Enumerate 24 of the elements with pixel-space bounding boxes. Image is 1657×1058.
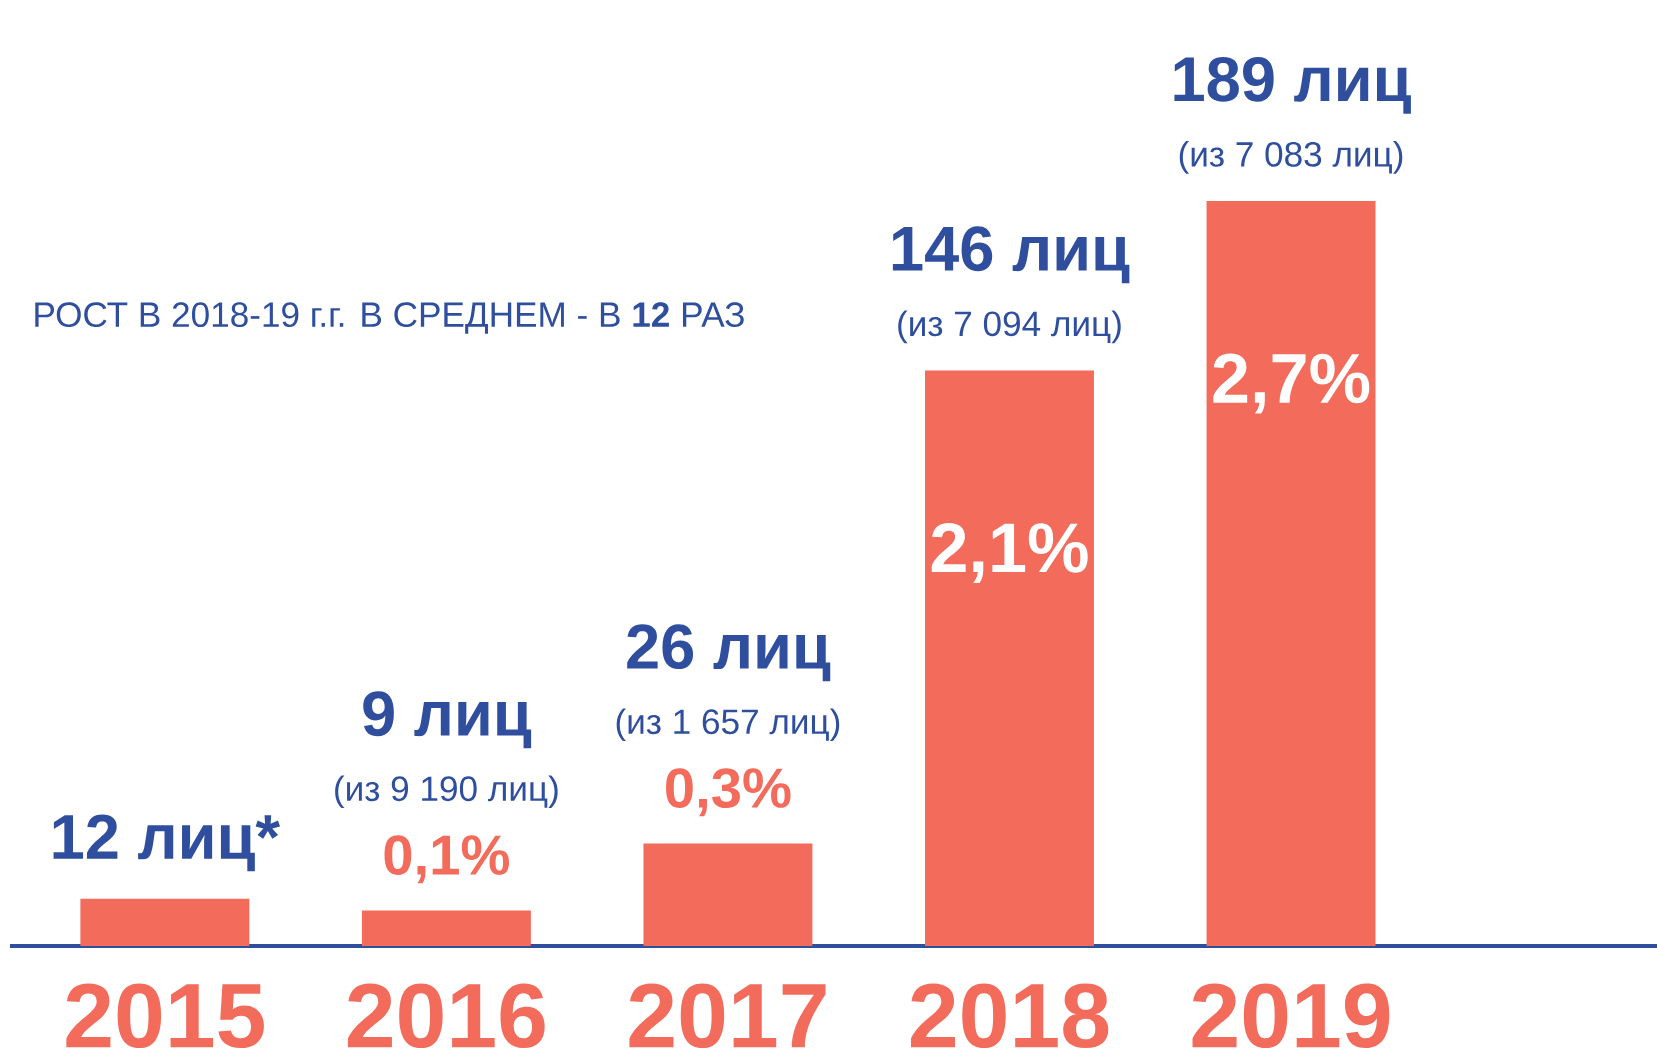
annotation: (из 7 083 лиц) [1179,140,1403,174]
bar [1206,201,1376,947]
x-tick-label: 2016 [347,983,545,1049]
data-label: 189 лиц [1174,56,1411,114]
bar [925,370,1094,947]
bar [643,843,813,947]
text: РОСТ В 2018-19 г.г. В СРЕДНЕМ - В 12 РАЗ [35,302,744,334]
data-label: 12 лиц* [53,814,281,872]
annotation: 0,1% [384,835,509,884]
annotation: (из 1 657 лиц) [616,708,840,742]
annotation: 0,3% [666,768,791,817]
x-tick-label: 2019 [1192,983,1390,1049]
data-label: 26 лиц [627,624,831,682]
annotation: 2,7% [1213,353,1370,414]
data-label: 146 лиц [892,226,1130,284]
annotation: 2,1% [931,523,1088,583]
x-tick-label: 2015 [66,983,264,1049]
x-tick-label: 2018 [910,983,1109,1049]
annotation: (из 9 190 лиц) [335,775,558,809]
data-label: 9 лиц [363,691,532,749]
x-tick-label: 2017 [629,983,826,1049]
bar [80,898,250,947]
bar [361,910,531,947]
annotation: (из 7 094 лиц) [898,310,1121,344]
